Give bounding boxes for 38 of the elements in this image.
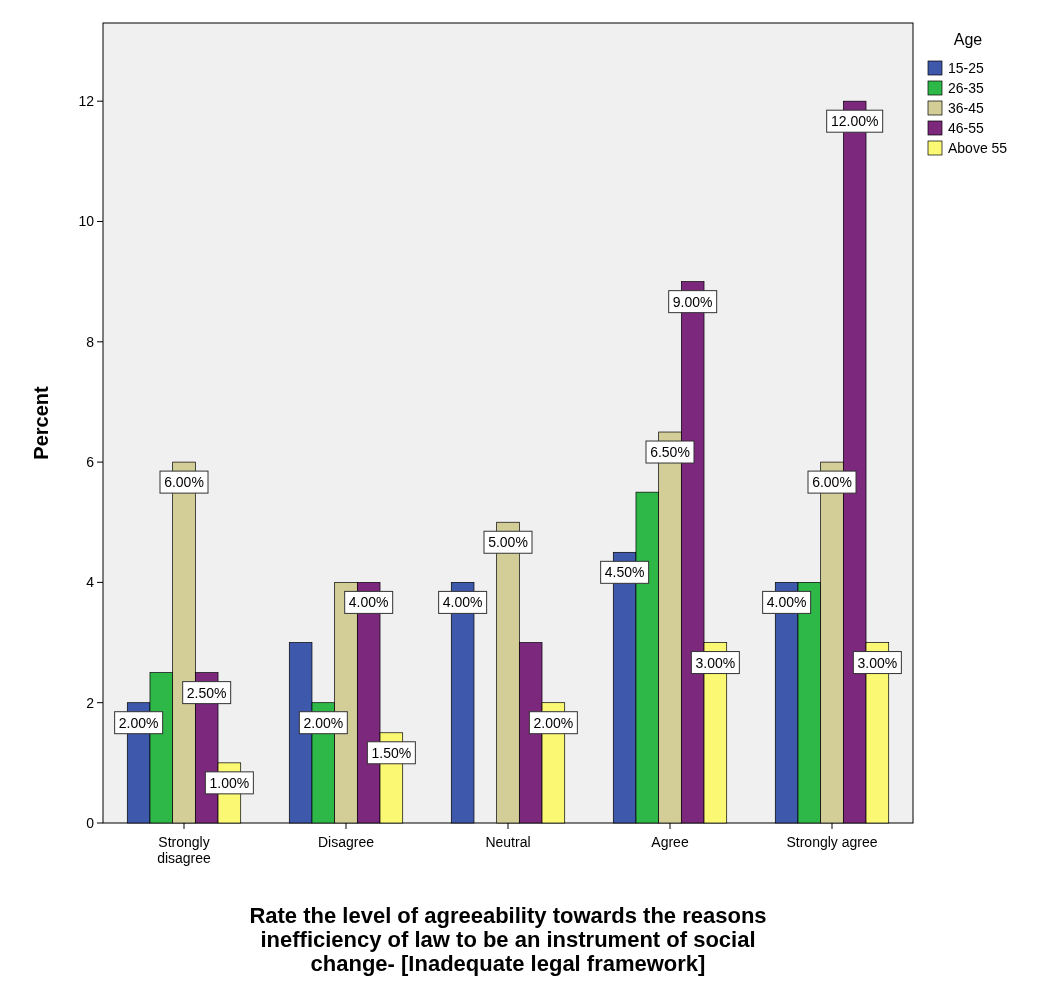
data-label: 1.50% bbox=[371, 744, 412, 761]
data-label: 6.00% bbox=[812, 474, 852, 491]
data-label: 4.50% bbox=[604, 564, 645, 581]
data-label: 4.00% bbox=[442, 594, 483, 611]
data-label: 2.00% bbox=[533, 714, 574, 731]
data-label: 4.00% bbox=[348, 594, 389, 611]
x-tick-label: Agree bbox=[651, 834, 689, 850]
y-tick-label: 2 bbox=[86, 694, 95, 711]
x-tick-label: Strongly disagree bbox=[157, 834, 212, 866]
y-tick-label: 8 bbox=[86, 333, 95, 350]
legend-label: Above 55 bbox=[948, 140, 1008, 156]
legend-label: 36-45 bbox=[948, 100, 985, 116]
x-tick-label: Disagree bbox=[317, 834, 375, 850]
data-label: 12.00% bbox=[830, 113, 879, 130]
data-label: 9.00% bbox=[672, 293, 713, 310]
y-tick-label: 6 bbox=[86, 454, 95, 470]
y-tick-label: 12 bbox=[78, 93, 95, 110]
data-label: 5.00% bbox=[488, 534, 528, 551]
data-label: 2.50% bbox=[186, 684, 227, 701]
y-tick-label: 4 bbox=[86, 574, 95, 591]
y-tick-label: 0 bbox=[86, 814, 95, 831]
x-tick-label: Strongly agree bbox=[786, 834, 878, 850]
x-tick-label: Neutral bbox=[485, 834, 531, 850]
legend-label: 26-35 bbox=[948, 80, 985, 96]
data-label: 6.50% bbox=[650, 444, 690, 461]
data-label: 1.00% bbox=[209, 774, 250, 791]
legend-label: 46-55 bbox=[948, 120, 985, 136]
data-label: 2.00% bbox=[303, 714, 344, 731]
y-axis-title: Percent bbox=[30, 385, 52, 460]
data-label: 6.00% bbox=[164, 474, 204, 491]
data-label: 3.00% bbox=[695, 654, 736, 671]
legend-title: Age bbox=[953, 31, 983, 48]
legend-label: 15-25 bbox=[948, 60, 985, 76]
x-axis-title: Rate the level of agreeability towards the reasons inefficiency of law to be an instrument of social change- [Inadequate legal framework] bbox=[249, 903, 767, 976]
data-label: 4.00% bbox=[766, 594, 807, 611]
data-label: 3.00% bbox=[857, 654, 898, 671]
y-tick-label: 10 bbox=[78, 213, 95, 230]
data-label: 2.00% bbox=[118, 714, 159, 731]
